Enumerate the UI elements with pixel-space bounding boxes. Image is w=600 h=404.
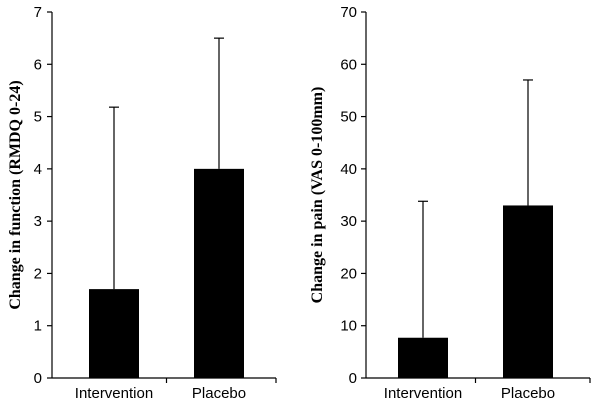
y-tick-label: 50 <box>340 109 357 126</box>
category-label: Placebo <box>501 385 555 402</box>
y-tick-label: 1 <box>34 318 42 335</box>
y-tick-label: 3 <box>34 213 42 230</box>
y-tick-label: 0 <box>34 370 42 387</box>
y-tick-label: 0 <box>349 370 357 387</box>
y-tick-label: 40 <box>340 161 357 178</box>
category-label: Intervention <box>75 385 153 402</box>
function-chart: 0 1 2 3 4 5 6 7 Intervention Placebo Change in fun… <box>7 4 277 402</box>
y-tick-label: 20 <box>340 265 357 282</box>
y-tick-label: 7 <box>34 4 42 21</box>
y-tick-label: 4 <box>34 161 42 178</box>
bar-intervention <box>398 337 448 378</box>
y-tick-label: 30 <box>340 213 357 230</box>
y-tick-label: 6 <box>34 56 42 73</box>
y-axis-title: Change in pain (VAS 0-100mm) <box>309 87 326 304</box>
category-label: Placebo <box>192 385 246 402</box>
y-axis-title: Change in function (RMDQ 0-24) <box>7 80 24 309</box>
pain-chart: 0 10 20 30 40 50 60 70 Intervention Placebo Change… <box>309 4 591 402</box>
bar-intervention <box>89 289 139 378</box>
bar-placebo <box>194 168 244 378</box>
y-tick-label: 60 <box>340 56 357 73</box>
y-tick-label: 5 <box>34 109 42 126</box>
category-label: Intervention <box>384 385 462 402</box>
y-tick-label: 10 <box>340 318 357 335</box>
y-tick-label: 2 <box>34 265 42 282</box>
bar-placebo <box>503 205 553 378</box>
y-tick-label: 70 <box>340 4 357 21</box>
